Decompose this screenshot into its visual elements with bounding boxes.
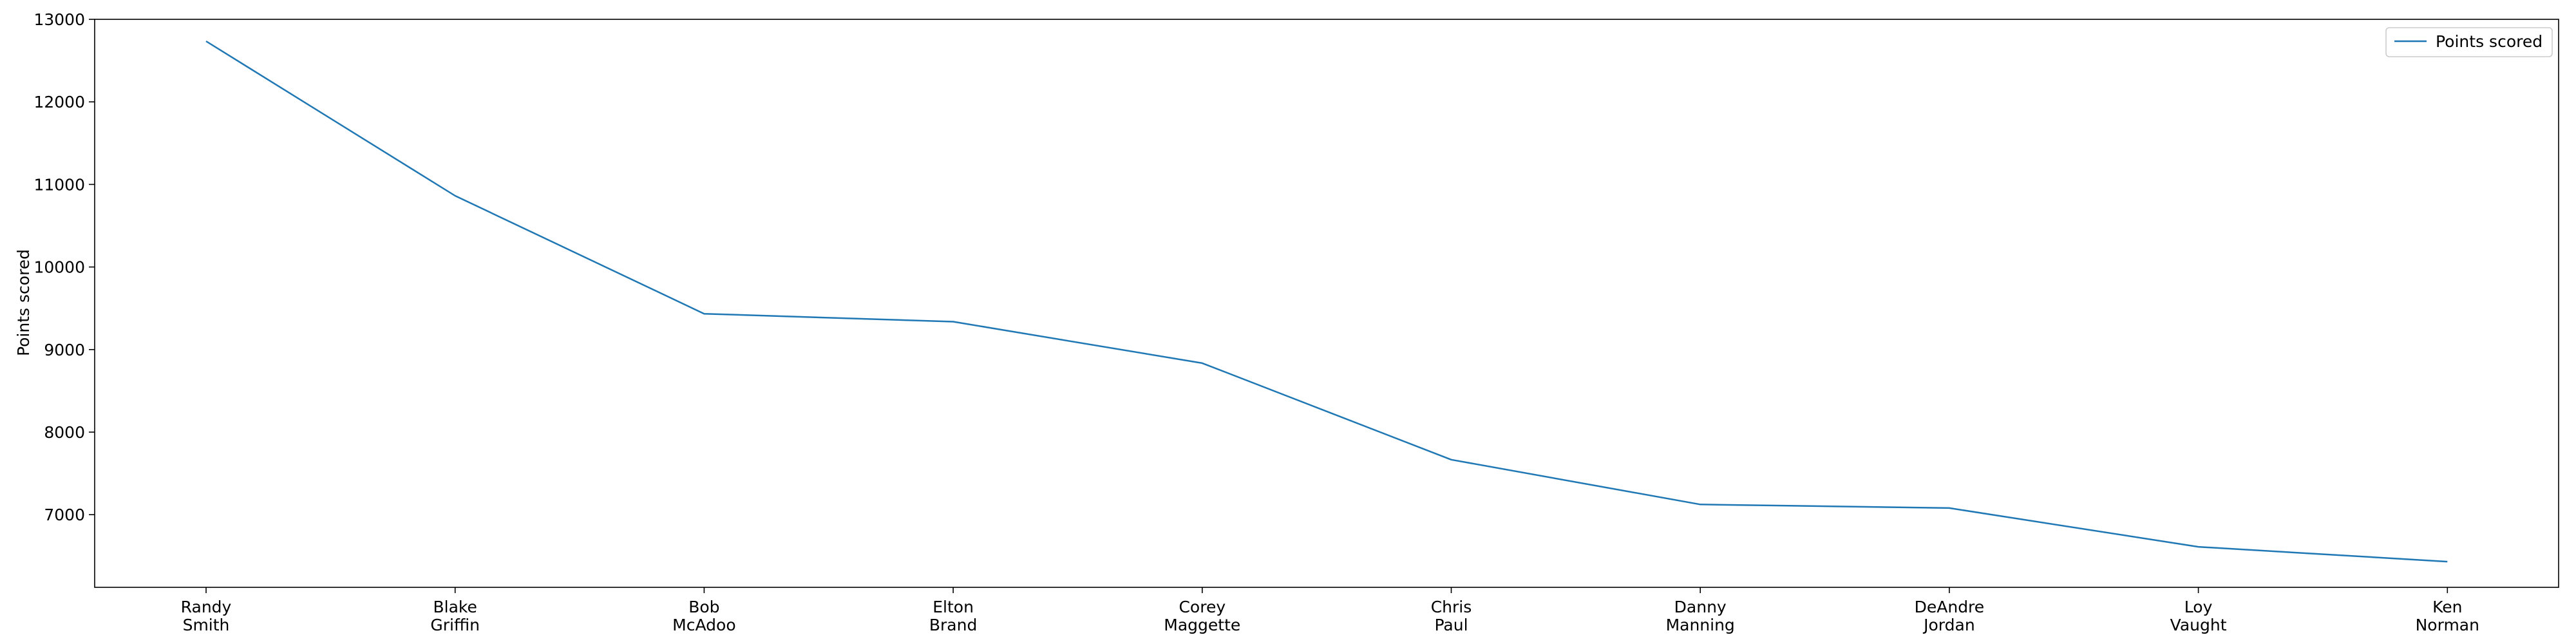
- x-tick-label-line: Danny: [1674, 598, 1727, 616]
- x-tick-label-randy-smith: Randy Smith: [181, 598, 232, 634]
- y-tick-label-7000: 7000: [44, 506, 85, 524]
- x-tick-label-line: Manning: [1666, 616, 1735, 634]
- x-tick-label-ken-norman: Ken Norman: [2416, 598, 2479, 634]
- x-tick-label-line: Norman: [2416, 616, 2479, 634]
- x-tick-label-line: Paul: [1434, 616, 1468, 634]
- y-tick-label-11000: 11000: [33, 175, 85, 194]
- series-line-points-scored: [205, 40, 2448, 563]
- y-axis-label: Points scored: [14, 249, 33, 356]
- x-tick-label-line: Chris: [1431, 598, 1472, 616]
- x-tick-label-line: Corey: [1179, 598, 1226, 616]
- x-tick-label-line: Smith: [183, 616, 230, 634]
- x-axis-ticks: Randy Smith Blake Griffin Bob McAdoo Elton Bran…: [181, 587, 2479, 634]
- x-tick-label-deandre-jordan: DeAndre Jordan: [1915, 598, 1985, 634]
- x-tick-label-elton-brand: Elton Brand: [929, 598, 977, 634]
- series-lines: [205, 40, 2448, 563]
- y-tick-label-8000: 8000: [44, 423, 85, 442]
- legend: Points scored: [2385, 27, 2553, 57]
- x-tick-label-chris-paul: Chris Paul: [1431, 598, 1472, 634]
- x-tick-label-loy-vaught: Loy Vaught: [2170, 598, 2227, 634]
- plot-area-frame: [94, 19, 2559, 588]
- legend-label-points-scored: Points scored: [2436, 32, 2543, 51]
- y-tick-label-12000: 12000: [33, 93, 85, 111]
- y-tick-label-13000: 13000: [33, 10, 85, 29]
- x-tick-label-line: Elton: [933, 598, 974, 616]
- y-axis-label-group: Points scored: [14, 249, 33, 356]
- x-tick-label-line: Blake: [433, 598, 477, 616]
- y-axis-ticks: 7000 8000 9000 10000 11000 12000 13000: [33, 10, 95, 524]
- x-tick-label-danny-manning: Danny Manning: [1666, 598, 1735, 634]
- legend-box: [2385, 27, 2553, 57]
- x-tick-label-line: DeAndre: [1915, 598, 1985, 616]
- x-tick-label-line: Ken: [2432, 598, 2462, 616]
- x-tick-label-line: Maggette: [1164, 616, 1240, 634]
- x-tick-label-line: Bob: [688, 598, 719, 616]
- y-tick-label-9000: 9000: [44, 341, 85, 359]
- x-tick-label-line: Brand: [929, 616, 977, 634]
- y-tick-label-10000: 10000: [33, 258, 85, 277]
- x-tick-label-line: McAdoo: [672, 616, 735, 634]
- x-tick-label-corey-maggette: Corey Maggette: [1164, 598, 1240, 634]
- x-tick-label-bob-mcadoo: Bob McAdoo: [672, 598, 735, 634]
- x-tick-label-line: Randy: [181, 598, 232, 616]
- x-tick-label-line: Griffin: [430, 616, 480, 634]
- x-tick-label-line: Jordan: [1922, 616, 1975, 634]
- x-tick-label-line: Vaught: [2170, 616, 2227, 634]
- x-tick-label-blake-griffin: Blake Griffin: [430, 598, 480, 634]
- x-tick-label-line: Loy: [2184, 598, 2213, 616]
